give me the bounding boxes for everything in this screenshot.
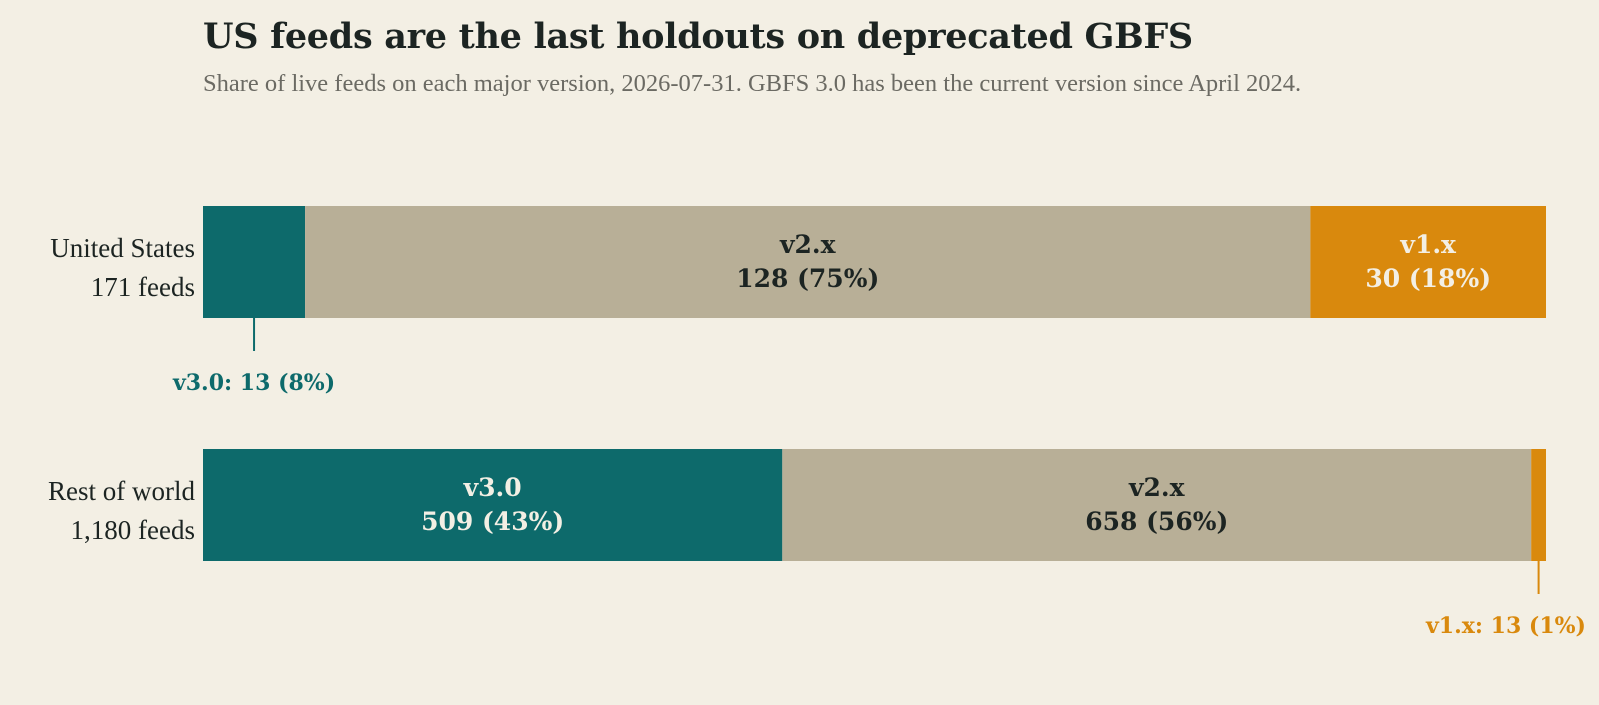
callout-label-rest-of-world-v1-x: v1.x: 13 (1%) xyxy=(1425,613,1586,639)
segment-name-rest-of-world-v2-x: v2.x xyxy=(1128,473,1186,502)
segment-name-united-states-v2-x: v2.x xyxy=(779,230,837,259)
bar-segment-united-states-v2-x xyxy=(305,206,1311,318)
bar-segment-united-states-v1-x xyxy=(1310,206,1546,318)
segment-value-rest-of-world-v3-0: 509 (43%) xyxy=(421,507,564,536)
category-total-united-states: 171 feeds xyxy=(91,272,195,302)
bar-segment-rest-of-world-v3-0 xyxy=(203,449,783,561)
bar-segment-united-states-v3-0 xyxy=(203,206,306,318)
segment-value-united-states-v2-x: 128 (75%) xyxy=(736,264,879,293)
segment-value-united-states-v1-x: 30 (18%) xyxy=(1365,264,1491,293)
bar-segment-rest-of-world-v2-x xyxy=(782,449,1532,561)
segment-value-rest-of-world-v2-x: 658 (56%) xyxy=(1085,507,1228,536)
callout-label-united-states-v3-0: v3.0: 13 (8%) xyxy=(172,370,335,396)
category-total-rest-of-world: 1,180 feeds xyxy=(71,515,195,545)
chart-title: US feeds are the last holdouts on deprec… xyxy=(203,16,1193,57)
segment-name-rest-of-world-v3-0: v3.0 xyxy=(463,473,522,502)
category-label-rest-of-world: Rest of world xyxy=(48,476,195,506)
chart-subtitle: Share of live feeds on each major versio… xyxy=(203,70,1302,97)
category-label-united-states: United States xyxy=(50,233,195,263)
bar-segment-rest-of-world-v1-x xyxy=(1531,449,1546,561)
segment-name-united-states-v1-x: v1.x xyxy=(1399,230,1457,259)
